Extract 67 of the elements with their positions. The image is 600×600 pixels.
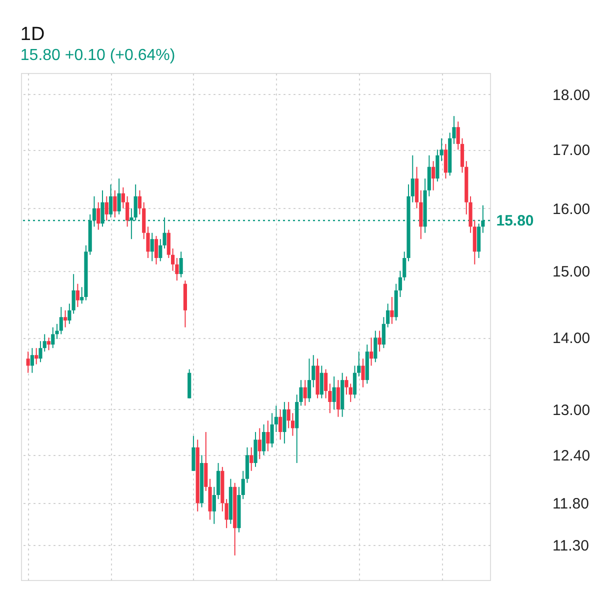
candlestick	[282, 401, 286, 444]
candlestick	[324, 368, 328, 399]
candlestick	[456, 121, 460, 150]
candlestick	[96, 202, 100, 230]
candlestick	[386, 303, 390, 328]
ref-line-label: 15.80	[496, 212, 534, 230]
candlestick	[121, 186, 125, 209]
candlestick	[262, 424, 266, 456]
y-tick-label: 11.80	[552, 496, 589, 513]
candlestick	[126, 196, 130, 228]
candlestick	[352, 365, 357, 399]
candlestick	[34, 348, 38, 365]
y-tick-label: 12.40	[552, 448, 590, 465]
candlestick	[117, 178, 121, 215]
candlestick	[361, 358, 365, 388]
candlestick	[320, 365, 324, 399]
candlestick	[290, 412, 295, 436]
candlestick	[374, 330, 378, 363]
candlestick	[104, 196, 108, 222]
candlestick	[254, 432, 258, 468]
candlestick	[440, 138, 444, 162]
y-tick-label: 13.00	[552, 402, 590, 419]
y-tick-label: 17.00	[552, 142, 590, 160]
candlestick	[278, 408, 282, 440]
candlestick	[46, 337, 51, 351]
candlestick	[303, 380, 307, 406]
candlestick	[150, 232, 154, 262]
candlestick	[192, 435, 196, 472]
y-tick-label: 16.00	[552, 200, 590, 218]
y-tick-label: 15.00	[552, 263, 590, 280]
candlestick	[250, 446, 254, 472]
candlestick	[348, 383, 352, 402]
candlestick	[266, 420, 270, 452]
candlestick	[138, 190, 142, 215]
candlestick	[63, 310, 68, 328]
candlestick	[166, 229, 170, 258]
candlestick	[369, 337, 374, 366]
candlestick	[179, 251, 183, 278]
y-tick-label: 11.30	[552, 538, 589, 555]
candlestick	[68, 303, 72, 324]
candlestick	[26, 351, 30, 374]
candlestick	[432, 160, 436, 191]
y-tick-label: 18.00	[552, 86, 590, 104]
y-tick-label: 14.00	[552, 330, 590, 348]
candlestick	[212, 486, 216, 524]
candlestick	[59, 306, 63, 335]
candlestick	[390, 296, 394, 324]
candlestick	[436, 149, 440, 182]
candlestick	[332, 376, 336, 410]
chart-title: 1D	[20, 24, 45, 45]
candlestick	[72, 274, 76, 314]
candlestick	[76, 283, 80, 308]
candlestick	[307, 358, 312, 402]
candlestick	[30, 348, 34, 374]
candlestick	[378, 330, 382, 352]
candlestick	[108, 184, 113, 218]
candlestick	[51, 326, 55, 349]
candlestick	[170, 248, 175, 272]
chart-subtitle: 15.80 +0.10 (+0.64%)	[20, 47, 176, 64]
candlestick	[444, 143, 448, 180]
candlestick	[154, 235, 158, 265]
candlestick	[113, 190, 117, 218]
candlestick	[336, 380, 340, 418]
candlestick	[357, 351, 361, 377]
candlestick	[382, 316, 386, 349]
candlestick	[258, 428, 262, 460]
candlestick	[224, 498, 228, 529]
